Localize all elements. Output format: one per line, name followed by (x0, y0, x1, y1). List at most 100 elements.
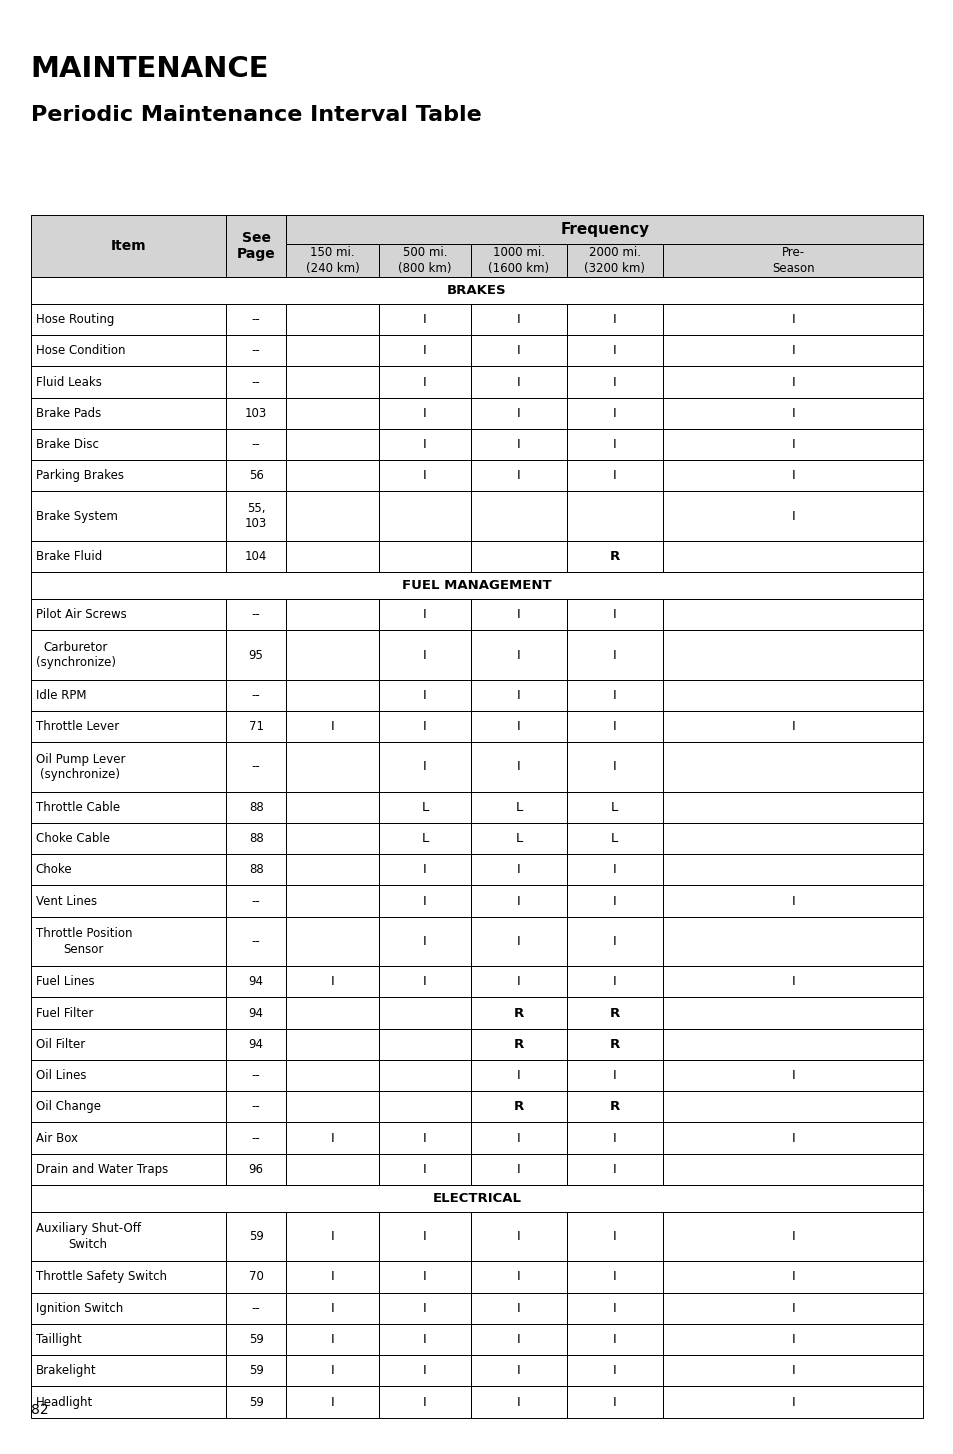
Bar (30, 1261, 226, 1293)
Bar (30, 680, 226, 711)
Text: R: R (514, 1006, 523, 1019)
Bar (286, 491, 378, 541)
Text: Throttle Safety Switch: Throttle Safety Switch (35, 1271, 167, 1284)
Bar (226, 631, 286, 680)
Text: I: I (423, 375, 426, 388)
Bar (471, 1153, 566, 1185)
Bar (286, 1386, 378, 1418)
Text: --: -- (252, 689, 260, 702)
Bar (566, 366, 662, 397)
Bar (378, 855, 471, 885)
Bar (378, 1122, 471, 1153)
Bar (226, 823, 286, 855)
Bar (662, 680, 923, 711)
Bar (378, 1122, 471, 1153)
Bar (286, 599, 378, 631)
Text: Brake System: Brake System (35, 510, 117, 522)
Text: MAINTENANCE: MAINTENANCE (30, 55, 269, 83)
Bar (471, 334, 566, 366)
Bar (286, 1060, 378, 1090)
Text: --: -- (252, 1069, 260, 1082)
Text: I: I (613, 976, 616, 989)
Text: I: I (423, 1131, 426, 1144)
Text: I: I (791, 407, 794, 420)
Bar (566, 1293, 662, 1323)
Bar (566, 823, 662, 855)
Bar (378, 599, 471, 631)
Bar (471, 1028, 566, 1060)
Text: --: -- (252, 313, 260, 326)
Bar (662, 1261, 923, 1293)
Bar (286, 334, 378, 366)
Bar (566, 1028, 662, 1060)
Text: I: I (613, 864, 616, 877)
Bar (566, 742, 662, 791)
Text: I: I (791, 313, 794, 326)
Bar (471, 244, 566, 276)
Text: I: I (613, 1333, 616, 1346)
Text: Oil Pump Lever
(synchronize): Oil Pump Lever (synchronize) (35, 753, 125, 781)
Bar (286, 1122, 378, 1153)
Text: I: I (423, 1230, 426, 1243)
Text: I: I (423, 438, 426, 451)
Bar (286, 1090, 378, 1122)
Text: I: I (613, 1131, 616, 1144)
Bar (662, 334, 923, 366)
Text: I: I (423, 1364, 426, 1377)
Bar (566, 599, 662, 631)
Text: I: I (517, 1131, 520, 1144)
Text: Auxiliary Shut-Off
Switch: Auxiliary Shut-Off Switch (35, 1223, 140, 1250)
Bar (471, 599, 566, 631)
Bar (226, 429, 286, 459)
Text: R: R (514, 1101, 523, 1114)
Bar (30, 1211, 226, 1261)
Bar (30, 965, 226, 997)
Text: 150 mi.
(240 km): 150 mi. (240 km) (305, 246, 359, 275)
Text: R: R (609, 550, 619, 563)
Text: 1000 mi.
(1600 km): 1000 mi. (1600 km) (488, 246, 549, 275)
Bar (662, 366, 923, 397)
Bar (662, 1028, 923, 1060)
Text: I: I (423, 345, 426, 358)
Bar (378, 429, 471, 459)
Text: I: I (517, 1069, 520, 1082)
Bar (226, 1028, 286, 1060)
Bar (378, 1323, 471, 1355)
Text: Hose Routing: Hose Routing (35, 313, 113, 326)
Bar (471, 1211, 566, 1261)
Bar (566, 1355, 662, 1386)
Bar (378, 885, 471, 916)
Bar (662, 541, 923, 571)
Text: I: I (791, 438, 794, 451)
Bar (286, 1060, 378, 1090)
Text: I: I (423, 720, 426, 733)
Bar (286, 742, 378, 791)
Bar (662, 1060, 923, 1090)
Text: BRAKES: BRAKES (447, 284, 506, 297)
Bar (471, 491, 566, 541)
Bar (471, 366, 566, 397)
Bar (286, 366, 378, 397)
Text: I: I (331, 1364, 334, 1377)
Text: I: I (613, 760, 616, 774)
Bar (226, 491, 286, 541)
Bar (662, 680, 923, 711)
Bar (30, 631, 226, 680)
Bar (30, 541, 226, 571)
Bar (378, 1060, 471, 1090)
Bar (30, 823, 226, 855)
Bar (566, 244, 662, 276)
Bar (286, 461, 378, 491)
Bar (30, 823, 226, 855)
Bar (226, 1153, 286, 1185)
Text: Headlight: Headlight (35, 1396, 92, 1409)
Bar (378, 1153, 471, 1185)
Text: Hose Condition: Hose Condition (35, 345, 125, 358)
Text: See
Page: See Page (236, 231, 275, 262)
Bar (286, 1153, 378, 1185)
Bar (566, 1211, 662, 1261)
Bar (378, 1386, 471, 1418)
Text: I: I (517, 689, 520, 702)
Text: Brake Fluid: Brake Fluid (35, 550, 102, 563)
Bar (226, 1293, 286, 1323)
